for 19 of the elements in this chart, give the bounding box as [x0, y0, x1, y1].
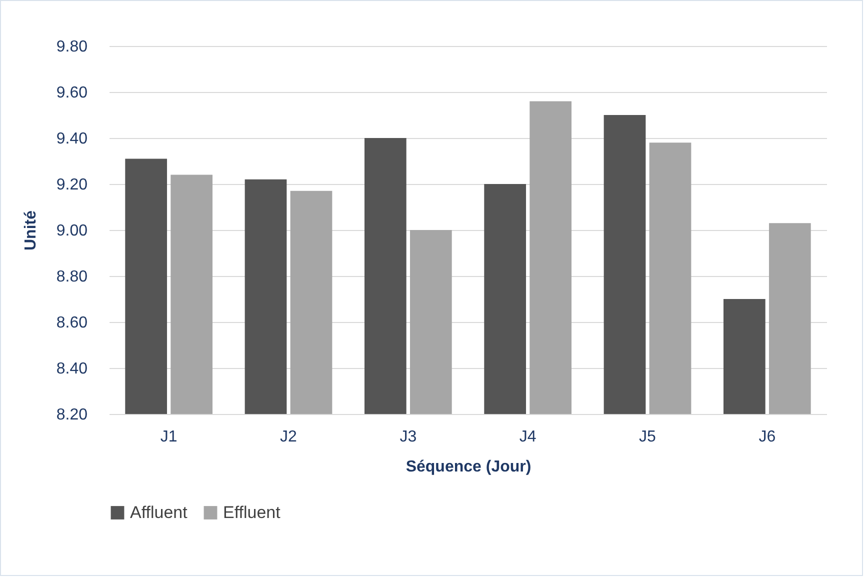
x-tick-label: J3 [400, 428, 417, 446]
y-tick-label: 9.00 [56, 222, 88, 240]
y-tick-label: 9.40 [56, 130, 88, 148]
y-tick-label: 9.60 [56, 84, 88, 102]
x-tick-label: J2 [280, 428, 298, 446]
x-tick-label: J4 [519, 428, 536, 446]
x-tick-label: J1 [160, 428, 178, 446]
y-tick-label: 9.80 [56, 38, 88, 56]
legend-label: Effluent [223, 502, 281, 522]
y-tick-label: 8.60 [56, 314, 88, 332]
y-tick-label: 9.20 [56, 176, 88, 194]
legend-label: Affluent [130, 502, 188, 522]
y-axis-title: Unité [22, 210, 40, 250]
x-tick-label: J5 [639, 428, 656, 446]
y-tick-label: 8.40 [56, 360, 88, 378]
x-axis-title: Séquence (Jour) [406, 458, 532, 476]
y-tick-label: 8.20 [56, 406, 88, 424]
x-tick-label: J6 [758, 428, 776, 446]
y-tick-label: 8.80 [56, 268, 88, 286]
